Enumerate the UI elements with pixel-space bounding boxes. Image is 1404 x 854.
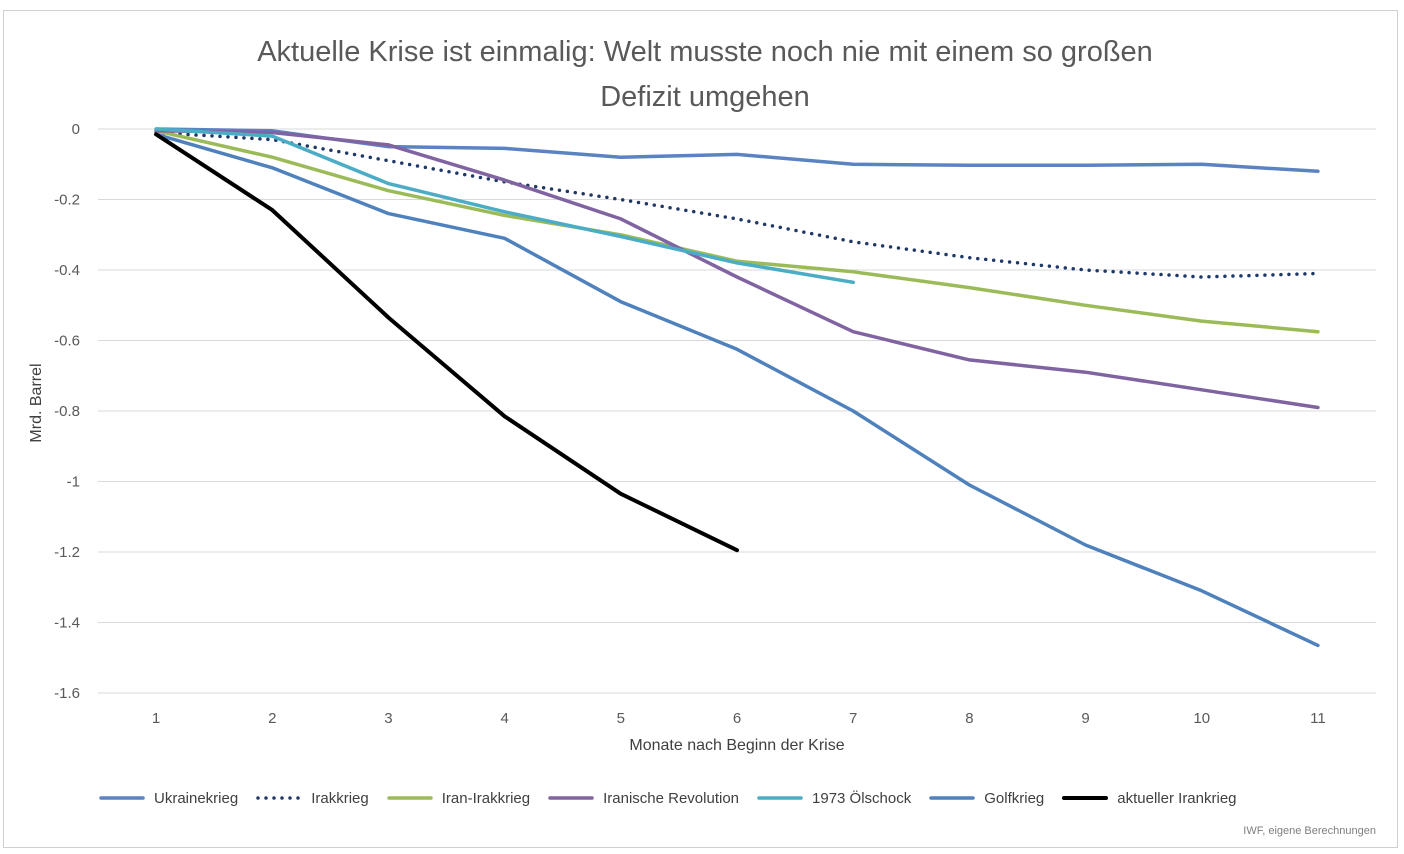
- legend-swatch: [548, 796, 594, 800]
- series-lines: [154, 127, 1320, 648]
- x-tick-label: 11: [1310, 710, 1326, 727]
- series-line-1973-oelschock: [154, 127, 855, 285]
- series-line-golfkrieg: [154, 132, 1320, 648]
- y-tick-label: -1.2: [54, 544, 80, 561]
- legend-item-golfkrieg: Golfkrieg: [928, 790, 1044, 807]
- legend-label: Golfkrieg: [984, 789, 1045, 807]
- legend-item-ukrainekrieg: Ukrainekrieg: [98, 790, 238, 807]
- gridlines: [98, 128, 1376, 694]
- legend-swatch: [1062, 796, 1109, 800]
- legend-label: Irakkrieg: [311, 789, 369, 807]
- legend-swatch: [256, 796, 302, 800]
- y-tick-labels: 0 -0.2 -0.4 -0.6 -0.8 -1 -1.2 -1.4 -1.6: [54, 121, 80, 702]
- legend-label: Iranische Revolution: [603, 789, 740, 807]
- legend-item-iranische-revolution: Iranische Revolution: [547, 790, 739, 807]
- legend-swatch: [929, 796, 975, 800]
- y-tick-label: -1: [67, 474, 80, 491]
- chart-title-line-1: Aktuelle Krise ist einmalig: Welt musste…: [257, 36, 1153, 68]
- x-tick-label: 10: [1193, 710, 1210, 727]
- legend-swatch: [386, 796, 433, 800]
- x-axis-title: Monate nach Beginn der Krise: [629, 737, 845, 754]
- legend-item-1973-oelschock: 1973 Ölschock: [756, 790, 911, 807]
- y-tick-label: 0: [72, 121, 80, 138]
- x-tick-labels: 1 2 3 4 5 6 7 8 9 10 11: [152, 710, 1326, 727]
- legend-label: 1973 Ölschock: [812, 789, 912, 807]
- legend-swatch: [99, 796, 145, 800]
- legend-item-iran-irakkrieg: Iran-Irakkrieg: [386, 790, 530, 807]
- y-tick-label: -1.6: [54, 685, 80, 702]
- legend-item-irakkrieg: Irakkrieg: [255, 790, 369, 807]
- legend-label: Ukrainekrieg: [154, 789, 239, 807]
- x-tick-label: 2: [268, 710, 276, 727]
- x-tick-label: 6: [733, 710, 741, 727]
- legend-item-aktueller-irankrieg: aktueller Irankrieg: [1061, 789, 1237, 807]
- legend-swatch: [757, 796, 803, 800]
- y-tick-label: -0.2: [54, 192, 80, 209]
- x-tick-label: 4: [500, 710, 508, 727]
- x-tick-label: 1: [152, 710, 160, 727]
- series-line-iranische-revolution: [154, 129, 1320, 410]
- legend-label: Iran-Irakkrieg: [441, 789, 531, 807]
- y-tick-label: -1.4: [54, 615, 80, 632]
- chart-title-line-2: Defizit umgehen: [600, 81, 810, 113]
- x-tick-label: 9: [1081, 710, 1089, 727]
- legend-label: aktueller Irankrieg: [1117, 789, 1237, 807]
- y-tick-label: -0.4: [54, 262, 80, 279]
- x-tick-label: 8: [965, 710, 973, 727]
- source-note: IWF, eigene Berechnungen: [1243, 825, 1376, 837]
- chart-title: Aktuelle Krise ist einmalig: Welt musste…: [150, 30, 1260, 120]
- series-line-aktueller-irankrieg: [154, 132, 739, 553]
- x-tick-label: 7: [849, 710, 857, 727]
- y-tick-label: -0.8: [54, 403, 80, 420]
- x-tick-label: 5: [617, 710, 625, 727]
- x-tick-label: 3: [384, 710, 392, 727]
- legend: Ukrainekrieg Irakkrieg Iran-Irakkrieg Irani…: [98, 786, 1237, 810]
- y-tick-label: -0.6: [54, 333, 80, 350]
